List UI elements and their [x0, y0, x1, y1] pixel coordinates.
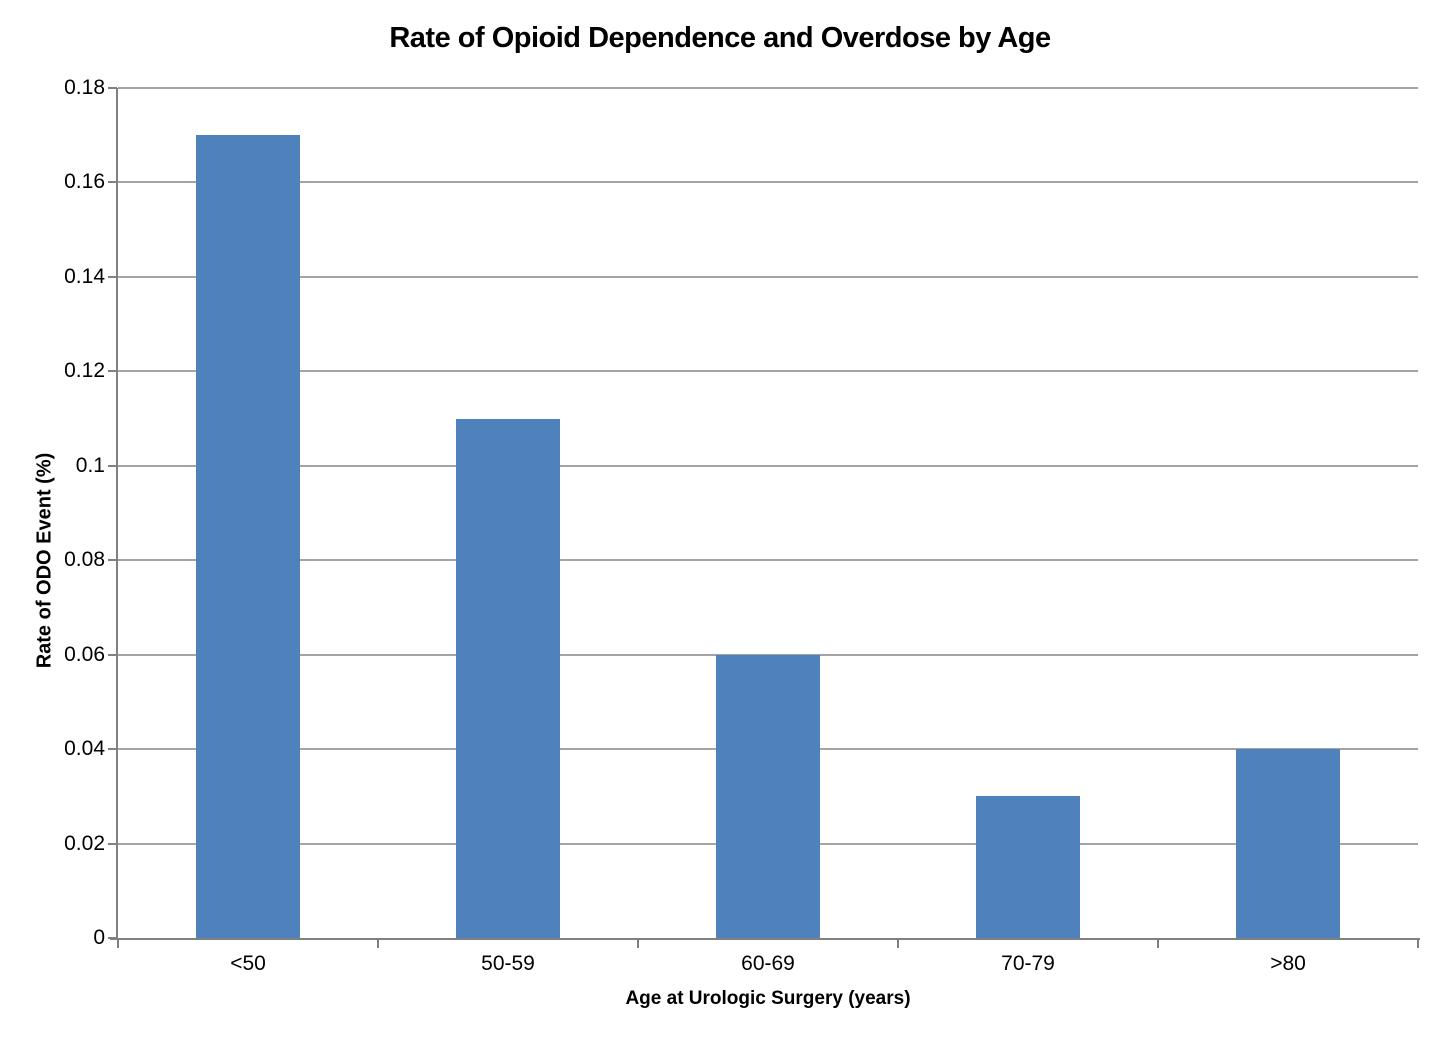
y-axis-tick: [108, 276, 117, 278]
y-axis-tick: [108, 465, 117, 467]
x-axis-line: [110, 938, 1420, 940]
bar: [716, 655, 820, 938]
chart-title: Rate of Opioid Dependence and Overdose b…: [389, 22, 1051, 54]
y-tick-label: 0: [93, 926, 105, 949]
y-tick-label: 0.02: [64, 832, 105, 855]
y-axis-tick: [108, 181, 117, 183]
y-tick-label: 0.18: [64, 76, 105, 99]
y-axis-tick: [108, 559, 117, 561]
x-tick-label: <50: [230, 952, 266, 975]
y-tick-label: 0.14: [64, 265, 105, 288]
gridline: [118, 370, 1418, 372]
plot-area: [118, 87, 1418, 938]
y-tick-label: 0.06: [64, 643, 105, 666]
x-axis-tick: [637, 940, 639, 948]
y-axis-tick: [108, 87, 117, 89]
x-axis-tick: [377, 940, 379, 948]
x-tick-label: 70-79: [1001, 952, 1055, 975]
y-axis-tick: [108, 370, 117, 372]
bar: [456, 419, 560, 938]
gridline: [118, 87, 1418, 89]
y-axis-tick: [108, 654, 117, 656]
y-axis-tick: [108, 843, 117, 845]
y-tick-label: 0.04: [64, 737, 105, 760]
y-tick-label: 0.1: [75, 454, 105, 477]
x-axis-tick: [117, 940, 119, 948]
gridline: [118, 465, 1418, 467]
y-axis-tick: [108, 748, 117, 750]
gridline: [118, 559, 1418, 561]
y-tick-label: 0.12: [64, 359, 105, 382]
x-axis-tick: [897, 940, 899, 948]
x-axis-title: Age at Urologic Surgery (years): [625, 988, 911, 1009]
y-axis-line: [116, 88, 118, 940]
bar: [196, 135, 300, 938]
x-axis-tick: [1417, 940, 1419, 948]
gridline: [118, 276, 1418, 278]
y-axis-tick: [108, 937, 117, 939]
bar: [976, 796, 1080, 938]
gridline: [118, 181, 1418, 183]
x-tick-label: 50-59: [481, 952, 535, 975]
x-axis-tick: [1157, 940, 1159, 948]
bar: [1236, 749, 1340, 938]
y-tick-label: 0.16: [64, 170, 105, 193]
x-tick-label: 60-69: [741, 952, 795, 975]
y-tick-label: 0.08: [64, 548, 105, 571]
x-tick-label: >80: [1270, 952, 1306, 975]
